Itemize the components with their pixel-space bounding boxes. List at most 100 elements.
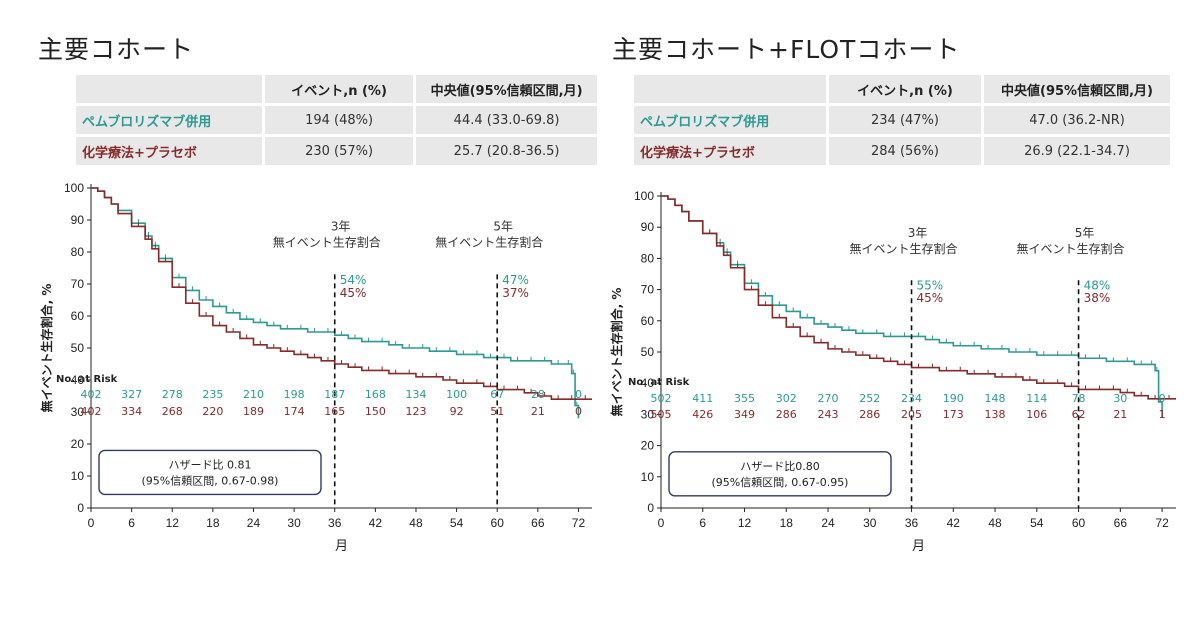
at-risk-chemo: 286: [859, 408, 880, 421]
milestone-value-pembro: 48%: [1084, 279, 1111, 293]
row-median: 47.0 (36.2-NR): [984, 106, 1173, 134]
at-risk-pembro: 148: [985, 392, 1006, 405]
table-header-empty: [634, 75, 829, 103]
panel-main-cohort: 主要コホート イベント,n (%) 中央値(95%信頼区間,月) ペムブロリズマ…: [38, 35, 600, 554]
milestone-value-pembro: 55%: [917, 279, 944, 293]
at-risk-pembro: 402: [81, 388, 102, 401]
row-label-pembrolizumab: ペムブロリズマブ併用: [76, 106, 266, 134]
y-tick-label: 50: [641, 345, 655, 359]
x-tick-label: 54: [450, 516, 464, 530]
table-header-median: 中央値(95%信頼区間,月): [416, 75, 600, 103]
at-risk-chemo: 123: [405, 405, 426, 418]
at-risk-chemo: 286: [776, 408, 797, 421]
y-tick-label: 70: [71, 277, 85, 291]
x-axis-label: 月: [335, 539, 348, 554]
row-label-chemo-placebo: 化学療法+プラセボ: [634, 137, 829, 165]
x-tick-label: 0: [658, 516, 665, 530]
hazard-ratio-box: [668, 451, 892, 497]
at-risk-pembro: 134: [405, 388, 426, 401]
at-risk-pembro: 198: [284, 388, 305, 401]
x-tick-label: 18: [780, 516, 794, 530]
table-header-events: イベント,n (%): [265, 75, 417, 103]
at-risk-label: No. at Risk: [628, 377, 690, 388]
row-events: 194 (48%): [265, 106, 417, 134]
y-tick-label: 30: [641, 407, 655, 421]
at-risk-chemo: 0: [575, 405, 582, 418]
row-label-pembrolizumab: ペムブロリズマブ併用: [634, 106, 829, 134]
table-header-empty: [76, 75, 266, 103]
at-risk-label: No. at Risk: [56, 374, 118, 385]
x-tick-label: 24: [247, 516, 261, 530]
x-tick-label: 42: [947, 516, 961, 530]
milestone-label: 無イベント生存割合: [850, 241, 958, 256]
at-risk-chemo: 426: [692, 408, 713, 421]
km-chart-main-cohort: 0 10 20 30 40 50 60 70 80 90 100 0 6 12 18 24 30 36 42 48 54…: [39, 181, 592, 554]
y-tick-label: 0: [647, 501, 654, 515]
milestone-value-chemo: 45%: [340, 286, 367, 300]
table-row: 化学療法+プラセボ 284 (56%) 26.9 (22.1-34.7): [634, 137, 1173, 165]
panel-title: 主要コホート+FLOTコホート: [612, 35, 961, 64]
x-tick-label: 6: [128, 516, 135, 530]
hazard-ratio-ci: (95%信頼区間, 0.67-0.98): [142, 474, 279, 487]
row-median: 26.9 (22.1-34.7): [984, 137, 1173, 165]
row-median: 44.4 (33.0-69.8): [416, 106, 600, 134]
y-tick-label: 0: [77, 501, 84, 515]
at-risk-pembro: 235: [202, 388, 223, 401]
at-risk-pembro: 210: [243, 388, 264, 401]
at-risk-pembro: 114: [1026, 392, 1047, 405]
at-risk-chemo: 21: [531, 405, 545, 418]
at-risk-pembro: 0: [575, 388, 582, 401]
at-risk-pembro: 67: [490, 388, 504, 401]
panel-main-plus-flot-cohort: 主要コホート+FLOTコホート イベント,n (%) 中央値(95%信頼区間,月…: [600, 0, 1200, 630]
y-axis-label: 無イベント生存割合, %: [39, 284, 54, 413]
panel-title: 主要コホート: [38, 35, 195, 64]
x-tick-label: 48: [988, 516, 1002, 530]
at-risk-pembro: 28: [531, 388, 545, 401]
x-tick-label: 30: [287, 516, 301, 530]
x-tick-label: 60: [491, 516, 505, 530]
at-risk-chemo: 21: [1113, 408, 1127, 421]
milestone-label: 無イベント生存割合: [435, 234, 543, 249]
y-tick-label: 20: [641, 439, 655, 453]
x-tick-label: 24: [821, 516, 835, 530]
at-risk-pembro: 252: [859, 392, 880, 405]
y-tick-label: 80: [641, 251, 655, 265]
y-tick-label: 70: [641, 283, 655, 297]
at-risk-chemo: 402: [81, 405, 102, 418]
km-curve-chemo: [91, 187, 592, 400]
at-risk-chemo: 51: [490, 405, 504, 418]
y-tick-label: 80: [71, 245, 85, 259]
at-risk-pembro: 355: [734, 392, 755, 405]
row-label-chemo-placebo: 化学療法+プラセボ: [76, 137, 266, 165]
at-risk-chemo: 334: [121, 405, 142, 418]
table-row: ペムブロリズマブ併用 194 (48%) 44.4 (33.0-69.8): [76, 106, 600, 134]
x-tick-label: 60: [1072, 516, 1086, 530]
milestone-label: 無イベント生存割合: [1017, 241, 1125, 256]
at-risk-chemo: 150: [365, 405, 386, 418]
milestone-value-chemo: 38%: [1084, 291, 1111, 305]
x-tick-label: 18: [206, 516, 220, 530]
milestone-value-chemo: 37%: [502, 286, 529, 300]
milestone-year: 3年: [331, 219, 351, 233]
at-risk-pembro: 278: [162, 388, 183, 401]
milestone-year: 5年: [1075, 226, 1095, 240]
at-risk-chemo: 92: [450, 405, 464, 418]
at-risk-chemo: 205: [901, 408, 922, 421]
row-events: 234 (47%): [829, 106, 984, 134]
y-tick-label: 100: [634, 189, 654, 203]
milestone-value-chemo: 45%: [917, 291, 944, 305]
y-tick-label: 100: [64, 181, 84, 195]
at-risk-pembro: 190: [943, 392, 964, 405]
table-row: ペムブロリズマブ併用 234 (47%) 47.0 (36.2-NR): [634, 106, 1173, 134]
at-risk-chemo: 174: [284, 405, 305, 418]
x-tick-label: 6: [699, 516, 706, 530]
milestone-value-pembro: 54%: [340, 273, 367, 287]
at-risk-pembro: 100: [446, 388, 467, 401]
x-tick-label: 48: [409, 516, 423, 530]
at-risk-pembro: 30: [1113, 392, 1127, 405]
y-tick-label: 20: [71, 437, 85, 451]
at-risk-pembro: 234: [901, 392, 922, 405]
x-tick-label: 54: [1030, 516, 1044, 530]
at-risk-chemo: 165: [324, 405, 345, 418]
